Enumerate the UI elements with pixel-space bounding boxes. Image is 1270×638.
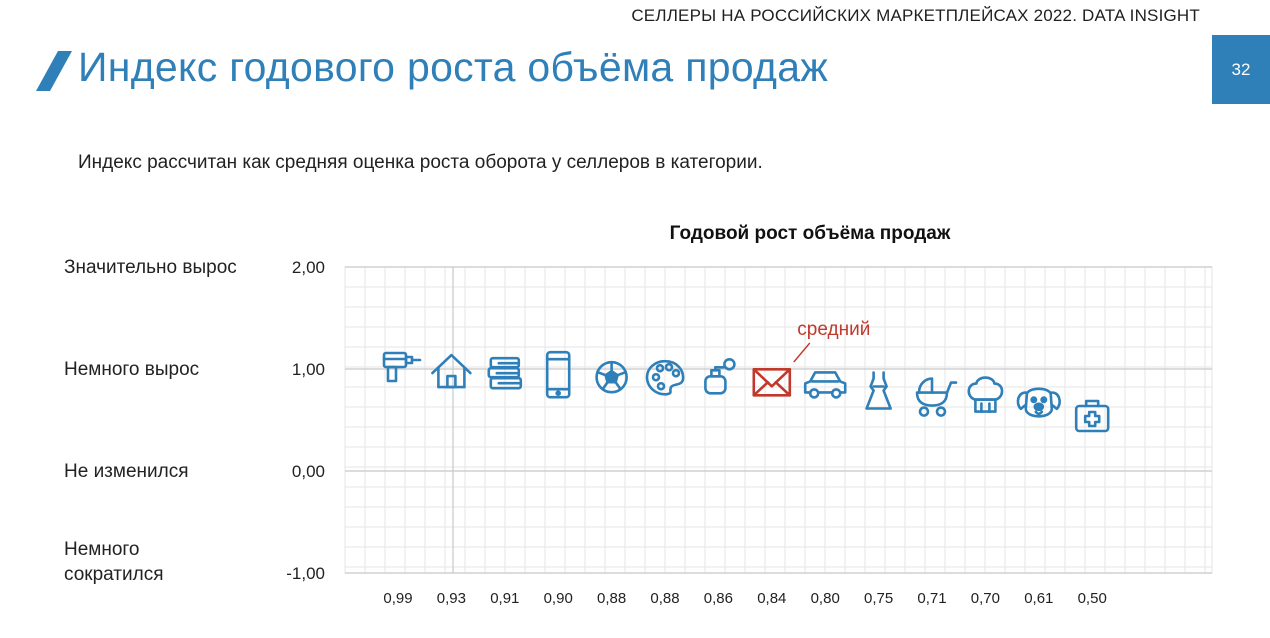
chart-title: Годовой рост объёма продаж xyxy=(670,223,951,244)
x-value-label: 0,50 xyxy=(1078,590,1107,607)
y-tick-label: -1,00 xyxy=(286,564,325,583)
page-title: Индекс годового роста объёма продаж xyxy=(78,44,829,90)
x-value-label: 0,61 xyxy=(1024,590,1053,607)
x-value-label: 0,93 xyxy=(437,590,466,607)
first-aid-kit-icon xyxy=(1074,399,1110,433)
x-value-label: 0,84 xyxy=(757,590,786,607)
subtitle: Индекс рассчитан как средняя оценка рост… xyxy=(78,152,763,173)
grid xyxy=(345,267,1212,573)
y-category-label: Немного вырос xyxy=(64,359,199,380)
palette-icon xyxy=(645,359,685,396)
x-value-label: 0,86 xyxy=(704,590,733,607)
y-tick-label: 0,00 xyxy=(292,462,325,481)
car-icon xyxy=(803,371,847,399)
x-value-label: 0,75 xyxy=(864,590,893,607)
y-tick-label: 2,00 xyxy=(292,258,325,277)
dog-icon xyxy=(1016,387,1061,418)
x-value-label: 0,99 xyxy=(383,590,412,607)
house-icon xyxy=(431,353,472,389)
stroller-icon xyxy=(915,377,958,417)
x-value-label: 0,88 xyxy=(597,590,626,607)
average-annotation: средний xyxy=(797,319,870,340)
chef-hat-icon xyxy=(967,376,1004,413)
plot-area xyxy=(344,266,1213,574)
x-value-label: 0,70 xyxy=(971,590,1000,607)
major-grid xyxy=(345,266,1212,574)
drill-icon xyxy=(382,351,422,383)
x-value-label: 0,90 xyxy=(544,590,573,607)
y-category-label: Немного сократился xyxy=(64,539,164,585)
books-icon xyxy=(487,356,523,390)
header-source: СЕЛЛЕРЫ НА РОССИЙСКИХ МАРКЕТПЛЕЙСАХ 2022… xyxy=(631,6,1200,25)
y-category-label: Значительно вырос xyxy=(64,257,237,278)
y-category-label: Не изменился xyxy=(64,461,189,482)
perfume-icon xyxy=(704,357,736,395)
envelope-icon xyxy=(752,367,792,397)
x-value-label: 0,80 xyxy=(811,590,840,607)
page-number-badge: 32 xyxy=(1212,35,1270,104)
smartphone-icon xyxy=(545,350,571,399)
y-tick-label: 1,00 xyxy=(292,360,325,379)
x-value-label: 0,91 xyxy=(490,590,519,607)
x-value-label: 0,71 xyxy=(917,590,946,607)
soccer-ball-icon xyxy=(595,360,628,394)
dress-icon xyxy=(865,371,892,410)
x-value-label: 0,88 xyxy=(650,590,679,607)
annotation-leader xyxy=(793,342,811,363)
title-accent-mark xyxy=(36,51,72,91)
